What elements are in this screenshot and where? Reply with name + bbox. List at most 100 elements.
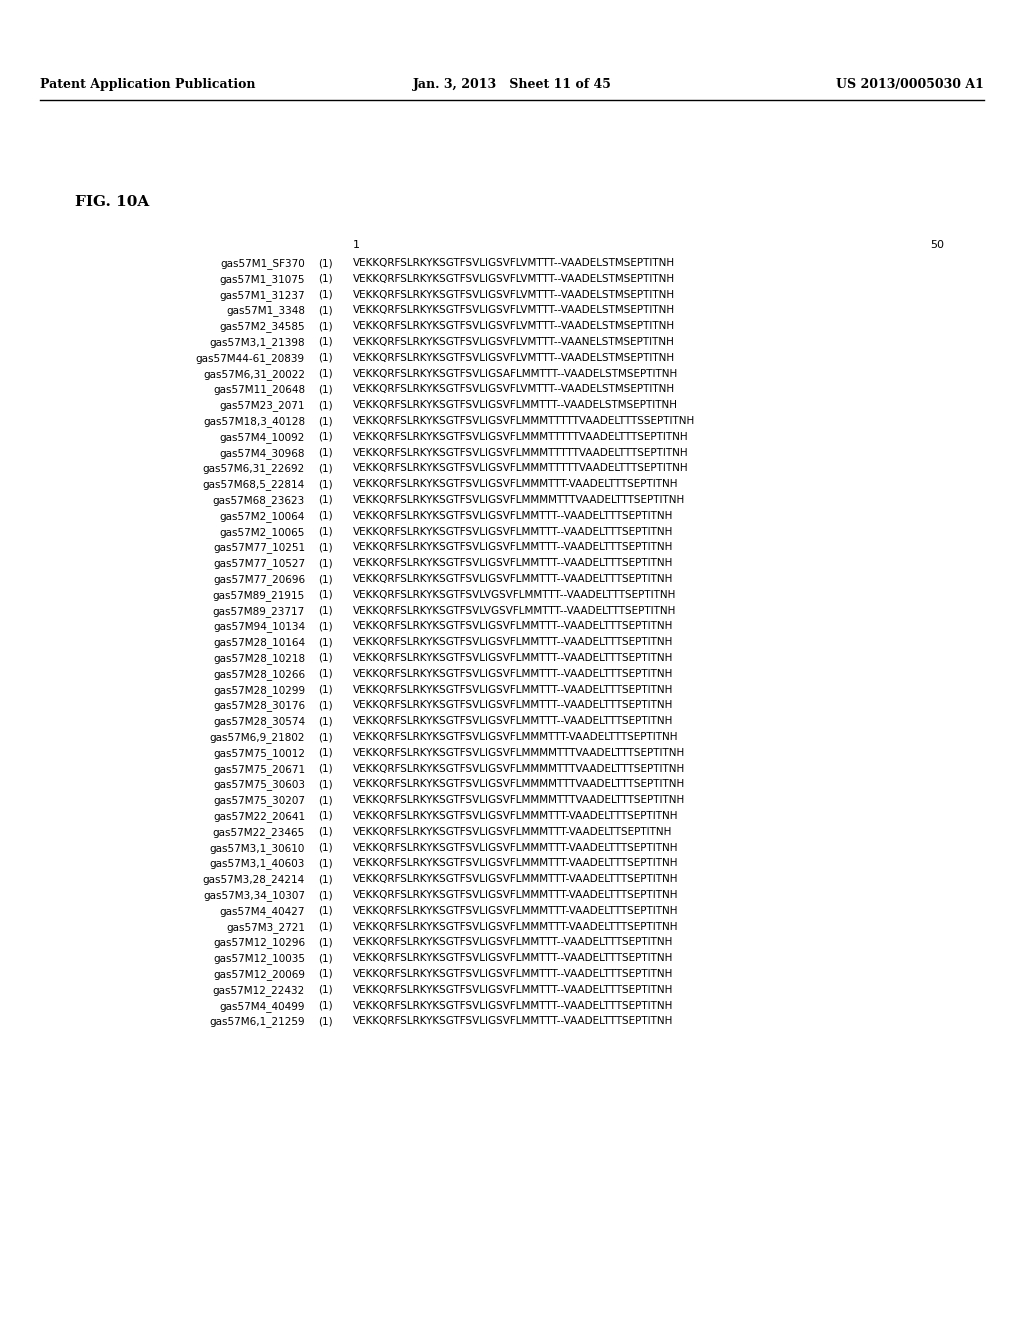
- Text: gas57M89_21915: gas57M89_21915: [213, 590, 305, 601]
- Text: (1): (1): [318, 543, 333, 552]
- Text: VEKKQRFSLRKYKSGTFSVLIGSVFLMMTTT--VAADELTTTSEPTITNH: VEKKQRFSLRKYKSGTFSVLIGSVFLMMTTT--VAADELT…: [353, 574, 674, 583]
- Text: gas57M94_10134: gas57M94_10134: [213, 622, 305, 632]
- Text: gas57M6,31_20022: gas57M6,31_20022: [203, 368, 305, 380]
- Text: (1): (1): [318, 463, 333, 474]
- Text: VEKKQRFSLRKYKSGTFSVLIGSVFLMMTTT--VAADELTTTSEPTITNH: VEKKQRFSLRKYKSGTFSVLIGSVFLMMTTT--VAADELT…: [353, 717, 674, 726]
- Text: (1): (1): [318, 953, 333, 964]
- Text: gas57M1_31075: gas57M1_31075: [219, 273, 305, 285]
- Text: VEKKQRFSLRKYKSGTFSVLIGSVFLVMTTT--VAADELSTMSEPTITNH: VEKKQRFSLRKYKSGTFSVLIGSVFLVMTTT--VAADELS…: [353, 384, 675, 395]
- Text: gas57M1_3348: gas57M1_3348: [226, 305, 305, 317]
- Text: gas57M28_10299: gas57M28_10299: [213, 685, 305, 696]
- Text: (1): (1): [318, 558, 333, 568]
- Text: (1): (1): [318, 1016, 333, 1027]
- Text: (1): (1): [318, 717, 333, 726]
- Text: VEKKQRFSLRKYKSGTFSVLIGSVFLMMTTT--VAADELTTTSEPTITNH: VEKKQRFSLRKYKSGTFSVLIGSVFLMMTTT--VAADELT…: [353, 543, 674, 552]
- Text: VEKKQRFSLRKYKSGTFSVLIGSVFLVMTTT--VAANELSTMSEPTITNH: VEKKQRFSLRKYKSGTFSVLIGSVFLVMTTT--VAANELS…: [353, 337, 675, 347]
- Text: VEKKQRFSLRKYKSGTFSVLIGSVFLMMMTTT-VAADELTTTSEPTITNH: VEKKQRFSLRKYKSGTFSVLIGSVFLMMMTTT-VAADELT…: [353, 733, 679, 742]
- Text: VEKKQRFSLRKYKSGTFSVLIGSVFLMMMMTTTVAADELTTTSEPTITNH: VEKKQRFSLRKYKSGTFSVLIGSVFLMMMMTTTVAADELT…: [353, 748, 685, 758]
- Text: gas57M3,1_40603: gas57M3,1_40603: [210, 858, 305, 870]
- Text: (1): (1): [318, 669, 333, 678]
- Text: US 2013/0005030 A1: US 2013/0005030 A1: [837, 78, 984, 91]
- Text: gas57M4_40499: gas57M4_40499: [219, 1001, 305, 1011]
- Text: VEKKQRFSLRKYKSGTFSVLIGSVFLMMTTT--VAADELTTTSEPTITNH: VEKKQRFSLRKYKSGTFSVLIGSVFLMMTTT--VAADELT…: [353, 622, 674, 631]
- Text: VEKKQRFSLRKYKSGTFSVLIGSVFLVMTTT--VAADELSTMSEPTITNH: VEKKQRFSLRKYKSGTFSVLIGSVFLVMTTT--VAADELS…: [353, 352, 675, 363]
- Text: gas57M4_10092: gas57M4_10092: [219, 432, 305, 442]
- Text: VEKKQRFSLRKYKSGTFSVLIGSVFLVMTTT--VAADELSTMSEPTITNH: VEKKQRFSLRKYKSGTFSVLIGSVFLVMTTT--VAADELS…: [353, 273, 675, 284]
- Text: VEKKQRFSLRKYKSGTFSVLIGSVFLMMTTT--VAADELTTTSEPTITNH: VEKKQRFSLRKYKSGTFSVLIGSVFLMMTTT--VAADELT…: [353, 985, 674, 995]
- Text: gas57M75_30207: gas57M75_30207: [213, 795, 305, 807]
- Text: (1): (1): [318, 289, 333, 300]
- Text: gas57M68_23623: gas57M68_23623: [213, 495, 305, 506]
- Text: (1): (1): [318, 352, 333, 363]
- Text: (1): (1): [318, 321, 333, 331]
- Text: gas57M77_20696: gas57M77_20696: [213, 574, 305, 585]
- Text: (1): (1): [318, 447, 333, 458]
- Text: gas57M1_SF370: gas57M1_SF370: [220, 257, 305, 269]
- Text: VEKKQRFSLRKYKSGTFSVLIGSAFLMMTTT--VAADELSTMSEPTITNH: VEKKQRFSLRKYKSGTFSVLIGSAFLMMTTT--VAADELS…: [353, 368, 678, 379]
- Text: VEKKQRFSLRKYKSGTFSVLIGSVFLMMTTT--VAADELTTTSEPTITNH: VEKKQRFSLRKYKSGTFSVLIGSVFLMMTTT--VAADELT…: [353, 527, 674, 537]
- Text: VEKKQRFSLRKYKSGTFSVLIGSVFLVMTTT--VAADELSTMSEPTITNH: VEKKQRFSLRKYKSGTFSVLIGSVFLVMTTT--VAADELS…: [353, 321, 675, 331]
- Text: VEKKQRFSLRKYKSGTFSVLIGSVFLMMMTTTTTVAADELTTTSEPTITNH: VEKKQRFSLRKYKSGTFSVLIGSVFLMMMTTTTTVAADEL…: [353, 463, 688, 474]
- Text: gas57M28_30574: gas57M28_30574: [213, 717, 305, 727]
- Text: gas57M77_10527: gas57M77_10527: [213, 558, 305, 569]
- Text: VEKKQRFSLRKYKSGTFSVLIGSVFLMMTTT--VAADELTTTSEPTITNH: VEKKQRFSLRKYKSGTFSVLIGSVFLMMTTT--VAADELT…: [353, 701, 674, 710]
- Text: gas57M3,28_24214: gas57M3,28_24214: [203, 874, 305, 886]
- Text: (1): (1): [318, 416, 333, 426]
- Text: (1): (1): [318, 733, 333, 742]
- Text: VEKKQRFSLRKYKSGTFSVLIGSVFLMMMTTTTTVAADELTTTSEPTITNH: VEKKQRFSLRKYKSGTFSVLIGSVFLMMMTTTTTVAADEL…: [353, 447, 688, 458]
- Text: VEKKQRFSLRKYKSGTFSVLIGSVFLMMTTT--VAADELTTTSEPTITNH: VEKKQRFSLRKYKSGTFSVLIGSVFLMMTTT--VAADELT…: [353, 511, 674, 521]
- Text: gas57M12_10035: gas57M12_10035: [213, 953, 305, 964]
- Text: gas57M75_10012: gas57M75_10012: [213, 748, 305, 759]
- Text: VEKKQRFSLRKYKSGTFSVLIGSVFLMMTTT--VAADELTTTSEPTITNH: VEKKQRFSLRKYKSGTFSVLIGSVFLMMTTT--VAADELT…: [353, 937, 674, 948]
- Text: VEKKQRFSLRKYKSGTFSVLIGSVFLMMMMTTTVAADELTTTSEPTITNH: VEKKQRFSLRKYKSGTFSVLIGSVFLMMMMTTTVAADELT…: [353, 795, 685, 805]
- Text: (1): (1): [318, 810, 333, 821]
- Text: VEKKQRFSLRKYKSGTFSVLIGSVFLMMMTTT-VAADELTTTSEPTITNH: VEKKQRFSLRKYKSGTFSVLIGSVFLMMMTTT-VAADELT…: [353, 858, 679, 869]
- Text: gas57M6,1_21259: gas57M6,1_21259: [209, 1016, 305, 1027]
- Text: (1): (1): [318, 906, 333, 916]
- Text: gas57M4_40427: gas57M4_40427: [219, 906, 305, 916]
- Text: FIG. 10A: FIG. 10A: [75, 195, 150, 209]
- Text: gas57M22_20641: gas57M22_20641: [213, 810, 305, 822]
- Text: (1): (1): [318, 826, 333, 837]
- Text: gas57M22_23465: gas57M22_23465: [213, 826, 305, 838]
- Text: (1): (1): [318, 653, 333, 663]
- Text: VEKKQRFSLRKYKSGTFSVLIGSVFLMMMTTT-VAADELTTTSEPTITNH: VEKKQRFSLRKYKSGTFSVLIGSVFLMMMTTT-VAADELT…: [353, 874, 679, 884]
- Text: (1): (1): [318, 495, 333, 506]
- Text: (1): (1): [318, 701, 333, 710]
- Text: (1): (1): [318, 305, 333, 315]
- Text: gas57M28_30176: gas57M28_30176: [213, 701, 305, 711]
- Text: gas57M89_23717: gas57M89_23717: [213, 606, 305, 616]
- Text: gas57M23_2071: gas57M23_2071: [219, 400, 305, 411]
- Text: gas57M6,31_22692: gas57M6,31_22692: [203, 463, 305, 474]
- Text: Jan. 3, 2013   Sheet 11 of 45: Jan. 3, 2013 Sheet 11 of 45: [413, 78, 611, 91]
- Text: (1): (1): [318, 842, 333, 853]
- Text: gas57M11_20648: gas57M11_20648: [213, 384, 305, 395]
- Text: VEKKQRFSLRKYKSGTFSVLIGSVFLMMTTT--VAADELTTTSEPTITNH: VEKKQRFSLRKYKSGTFSVLIGSVFLMMTTT--VAADELT…: [353, 969, 674, 979]
- Text: (1): (1): [318, 969, 333, 979]
- Text: VEKKQRFSLRKYKSGTFSVLIGSVFLMMMTTT-VAADELTTTSEPTITNH: VEKKQRFSLRKYKSGTFSVLIGSVFLMMMTTT-VAADELT…: [353, 479, 679, 490]
- Text: (1): (1): [318, 479, 333, 490]
- Text: (1): (1): [318, 368, 333, 379]
- Text: (1): (1): [318, 874, 333, 884]
- Text: VEKKQRFSLRKYKSGTFSVLIGSVFLMMMMTTTVAADELTTTSEPTITNH: VEKKQRFSLRKYKSGTFSVLIGSVFLMMMMTTTVAADELT…: [353, 763, 685, 774]
- Text: VEKKQRFSLRKYKSGTFSVLIGSVFLMMTTT--VAADELTTTSEPTITNH: VEKKQRFSLRKYKSGTFSVLIGSVFLMMTTT--VAADELT…: [353, 685, 674, 694]
- Text: (1): (1): [318, 937, 333, 948]
- Text: VEKKQRFSLRKYKSGTFSVLIGSVFLMMTTT--VAADELTTTSEPTITNH: VEKKQRFSLRKYKSGTFSVLIGSVFLMMTTT--VAADELT…: [353, 669, 674, 678]
- Text: (1): (1): [318, 273, 333, 284]
- Text: (1): (1): [318, 511, 333, 521]
- Text: gas57M12_20069: gas57M12_20069: [213, 969, 305, 979]
- Text: (1): (1): [318, 685, 333, 694]
- Text: VEKKQRFSLRKYKSGTFSVLIGSVFLMMMTTT-VAADELTTTSEPTITNH: VEKKQRFSLRKYKSGTFSVLIGSVFLMMMTTT-VAADELT…: [353, 890, 679, 900]
- Text: gas57M75_20671: gas57M75_20671: [213, 763, 305, 775]
- Text: VEKKQRFSLRKYKSGTFSVLIGSVFLMMTTT--VAADELTTTSEPTITNH: VEKKQRFSLRKYKSGTFSVLIGSVFLMMTTT--VAADELT…: [353, 1016, 674, 1027]
- Text: gas57M2_34585: gas57M2_34585: [219, 321, 305, 333]
- Text: VEKKQRFSLRKYKSGTFSVLIGSVFLMMTTT--VAADELTTTSEPTITNH: VEKKQRFSLRKYKSGTFSVLIGSVFLMMTTT--VAADELT…: [353, 653, 674, 663]
- Text: gas57M6,9_21802: gas57M6,9_21802: [210, 733, 305, 743]
- Text: VEKKQRFSLRKYKSGTFSVLIGSVFLMMTTT--VAADELTTTSEPTITNH: VEKKQRFSLRKYKSGTFSVLIGSVFLMMTTT--VAADELT…: [353, 638, 674, 647]
- Text: (1): (1): [318, 985, 333, 995]
- Text: gas57M75_30603: gas57M75_30603: [213, 779, 305, 791]
- Text: VEKKQRFSLRKYKSGTFSVLVGSVFLMMTTT--VAADELTTTSEPTITNH: VEKKQRFSLRKYKSGTFSVLVGSVFLMMTTT--VAADELT…: [353, 590, 677, 599]
- Text: VEKKQRFSLRKYKSGTFSVLIGSVFLVMTTT--VAADELSTMSEPTITNH: VEKKQRFSLRKYKSGTFSVLIGSVFLVMTTT--VAADELS…: [353, 289, 675, 300]
- Text: gas57M1_31237: gas57M1_31237: [219, 289, 305, 301]
- Text: (1): (1): [318, 858, 333, 869]
